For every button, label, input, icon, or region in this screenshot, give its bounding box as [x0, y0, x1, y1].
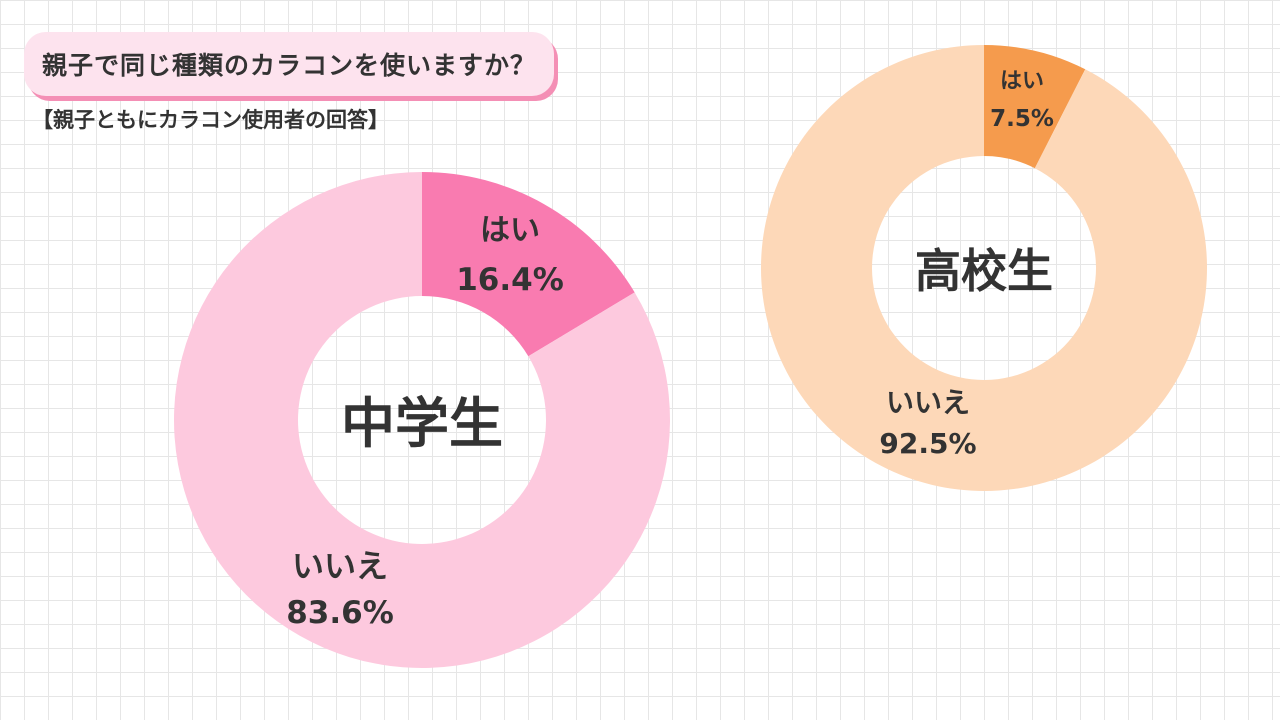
value-middle-no: 83.6%	[286, 595, 394, 631]
center-label-high: 高校生	[915, 244, 1053, 298]
center-label-middle: 中学生	[341, 392, 503, 455]
label-middle-no: いいえ	[292, 547, 388, 585]
donut-high-school: 高校生 はい 7.5% いいえ 92.5%	[760, 45, 1207, 492]
value-high-no: 92.5%	[879, 427, 976, 460]
slice-high-no	[760, 45, 1207, 492]
value-high-yes: 7.5%	[990, 106, 1054, 132]
donut-middle-school: 中学生 はい 16.4% いいえ 83.6%	[173, 172, 670, 668]
label-middle-yes: はい	[480, 213, 540, 248]
slice-middle-no	[173, 172, 670, 668]
title-pill: 親子で同じ種類のカラコンを使いますか？	[24, 32, 555, 96]
label-high-no: いいえ	[886, 386, 970, 419]
label-high-yes: はい	[1000, 69, 1044, 94]
slice-middle-yes	[422, 172, 635, 357]
slice-high-yes	[984, 45, 1086, 169]
chart-subtitle: 【親子ともにカラコン使用者の回答】	[32, 108, 389, 132]
chart-title: 親子で同じ種類のカラコンを使いますか？	[42, 51, 537, 80]
value-middle-yes: 16.4%	[456, 262, 564, 298]
